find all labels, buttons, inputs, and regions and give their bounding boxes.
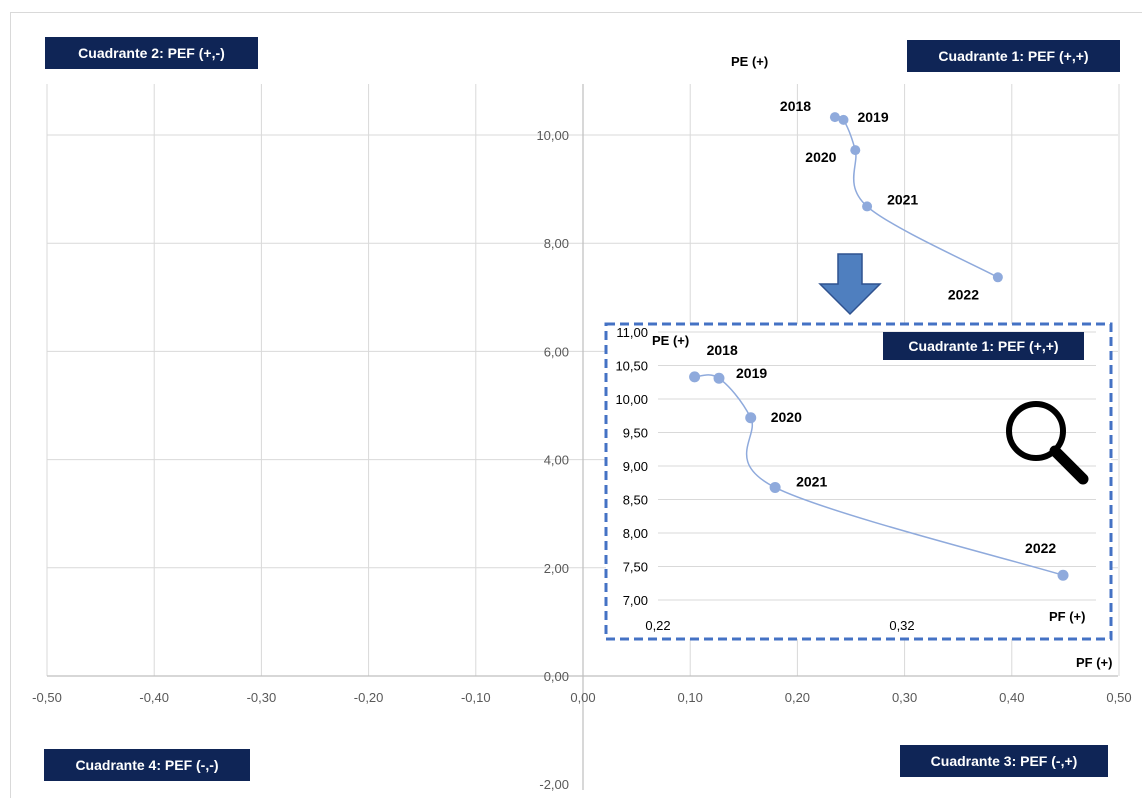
x-tick-label: 0,20 <box>785 690 810 705</box>
x-tick-label: 0,40 <box>999 690 1024 705</box>
inset-y-tick-label: 7,00 <box>623 593 648 608</box>
inset-y-tick-label: 8,00 <box>623 526 648 541</box>
inset-y-tick-label: 9,00 <box>623 459 648 474</box>
x-tick-label: -0,40 <box>139 690 169 705</box>
data-label: 2022 <box>948 286 979 302</box>
x-tick-label: -0,10 <box>461 690 491 705</box>
y-tick-label: 8,00 <box>544 236 569 251</box>
data-point <box>850 145 861 156</box>
y-tick-label: 4,00 <box>544 453 569 468</box>
inset-x-axis-title: PF (+) <box>1049 609 1085 624</box>
inset-x-tick-label: 0,32 <box>889 618 914 633</box>
y-tick-label: -2,00 <box>539 777 569 792</box>
inset-data-label: 2022 <box>1025 540 1056 556</box>
x-tick-label: -0,50 <box>32 690 62 705</box>
inset-tick-labels: 7,00 7,50 8,00 8,50 9,00 9,50 10,00 10,50 11,00 0… <box>615 325 914 633</box>
inset-border <box>604 322 1113 641</box>
frame-top-line <box>10 12 1142 13</box>
inset-y-tick-label: 10,00 <box>615 392 648 407</box>
inset-y-tick-label: 9,50 <box>623 426 648 441</box>
x-tick-label: 0,30 <box>892 690 917 705</box>
x-tick-label: 0,10 <box>678 690 703 705</box>
inset-y-axis-title: PE (+) <box>652 333 689 348</box>
y-tick-label: 2,00 <box>544 561 569 576</box>
data-label: 2018 <box>780 98 811 114</box>
inset-y-tick-label: 10,50 <box>615 359 648 374</box>
inset-data-label: 2019 <box>736 365 767 381</box>
frame-left-line <box>10 12 11 798</box>
x-tick-label: -0,20 <box>354 690 384 705</box>
main-axes <box>47 84 1118 790</box>
data-point <box>838 114 849 125</box>
data-label: 2020 <box>805 149 836 165</box>
inset-grid <box>658 331 1096 601</box>
inset-data-point <box>689 371 701 383</box>
data-point <box>862 201 873 212</box>
inset-y-tick-label: 11,00 <box>616 325 648 340</box>
magnifier-icon <box>1006 401 1089 485</box>
quadrant-1-badge: Cuadrante 1: PEF (+,+) <box>907 40 1120 72</box>
x-tick-label: 0,00 <box>570 690 595 705</box>
inset-data-label: 2021 <box>796 473 827 489</box>
inset-series: 2018 2019 2020 2021 2022 <box>689 342 1069 581</box>
y-tick-label: 6,00 <box>544 344 569 359</box>
inset-title-badge: Cuadrante 1: PEF (+,+) <box>883 332 1084 360</box>
quadrant-3-badge: Cuadrante 3: PEF (-,+) <box>900 745 1108 777</box>
y-tick-label: 0,00 <box>544 669 569 684</box>
quadrant-4-badge: Cuadrante 4: PEF (-,-) <box>44 749 250 781</box>
inset-y-tick-label: 8,50 <box>623 493 648 508</box>
main-tick-labels: -0,50 -0,40 -0,30 -0,20 -0,10 0,00 0,10 0,20 0,3… <box>32 128 1131 792</box>
quadrant-2-badge: Cuadrante 2: PEF (+,-) <box>45 37 258 69</box>
main-series: 2018 2019 2020 2021 2022 <box>780 98 1003 302</box>
inset-data-point <box>1057 569 1069 581</box>
x-tick-label: -0,30 <box>247 690 277 705</box>
inset-data-point <box>745 412 757 424</box>
data-point <box>829 112 840 123</box>
inset-x-tick-label: 0,22 <box>645 618 670 633</box>
inset-data-point <box>713 372 725 384</box>
inset-data-point <box>769 481 781 493</box>
data-label: 2021 <box>887 191 918 207</box>
data-label: 2019 <box>857 109 888 125</box>
inset-data-label: 2020 <box>771 409 802 425</box>
main-x-axis-title: PF (+) <box>1076 655 1112 670</box>
x-tick-label: 0,50 <box>1106 690 1131 705</box>
inset-data-label: 2018 <box>707 342 738 358</box>
down-arrow-icon <box>818 253 882 316</box>
y-tick-label: 10,00 <box>536 128 569 143</box>
inset-y-tick-label: 7,50 <box>623 560 648 575</box>
data-point <box>992 272 1003 283</box>
main-y-axis-title: PE (+) <box>731 54 768 69</box>
